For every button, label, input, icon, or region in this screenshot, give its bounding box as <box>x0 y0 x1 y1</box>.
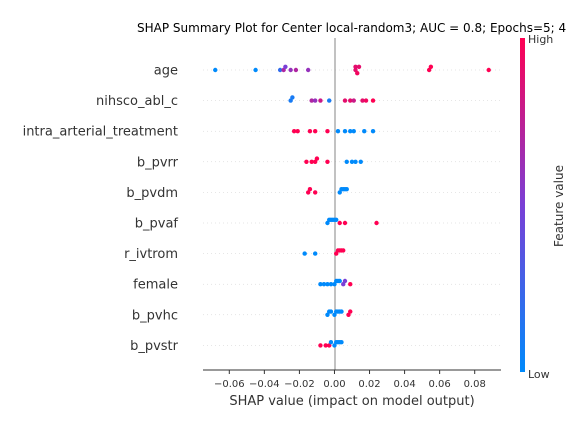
shap-point <box>348 129 353 134</box>
feature-label: age <box>154 64 178 79</box>
shap-point <box>288 67 293 73</box>
shap-point <box>344 159 349 164</box>
shap-point <box>342 98 348 103</box>
shap-point <box>314 156 320 161</box>
shap-point <box>370 129 376 134</box>
shap-point <box>355 71 360 76</box>
shap-point <box>312 251 318 256</box>
shap-point <box>318 98 323 103</box>
feature-label: b_pvhc <box>132 308 178 323</box>
shap-point <box>312 98 318 103</box>
shap-point <box>342 129 348 134</box>
shap-point <box>312 129 318 134</box>
feature-label: b_pvstr <box>130 339 179 354</box>
shap-point <box>353 64 358 70</box>
shap-points <box>213 64 491 348</box>
shap-point <box>323 343 328 348</box>
shap-point <box>302 251 307 256</box>
shap-point <box>321 282 327 287</box>
feature-rows: age nihsco_abl_c intra_arterial_treatmentb… <box>23 64 501 354</box>
shap-point <box>295 129 300 134</box>
x-tick-label: 0.06 <box>429 379 451 390</box>
shap-point <box>328 282 334 287</box>
shap-point <box>342 278 348 284</box>
shap-point <box>486 67 491 73</box>
shap-point <box>360 98 365 103</box>
feature-label: female <box>133 278 178 293</box>
shap-point <box>293 67 299 73</box>
shap-point <box>334 217 339 222</box>
shap-point <box>307 129 313 134</box>
shap-point <box>309 159 314 164</box>
feature-label: b_pvaf <box>135 217 179 232</box>
x-tick-label: 0.04 <box>393 379 415 390</box>
colorbar-low-label: Low <box>528 368 550 381</box>
x-tick-label: −0.04 <box>249 379 280 390</box>
shap-point <box>337 220 342 226</box>
shap-point <box>335 129 341 134</box>
shap-point <box>312 190 318 195</box>
shap-point <box>341 248 346 253</box>
shap-point <box>318 343 323 348</box>
shap-point <box>374 220 379 226</box>
x-tick-label: 0.08 <box>464 379 486 390</box>
shap-point <box>339 309 344 314</box>
colorbar-label: Feature value <box>552 165 566 247</box>
feature-label: b_pvdm <box>126 186 178 201</box>
chart-title: SHAP Summary Plot for Center local-rando… <box>137 21 566 35</box>
shap-point <box>349 159 355 164</box>
x-tick-label: −0.02 <box>284 379 315 390</box>
shap-point <box>337 278 342 284</box>
shap-point <box>362 129 367 134</box>
shap-point <box>358 159 363 164</box>
shap-point <box>370 98 376 103</box>
x-tick-label: 0.02 <box>358 379 380 390</box>
shap-point <box>344 187 349 192</box>
shap-point <box>351 98 356 103</box>
shap-point <box>342 220 348 226</box>
x-axis-label: SHAP value (impact on model output) <box>229 394 474 409</box>
shap-point <box>213 67 218 73</box>
shap-point <box>277 67 283 73</box>
shap-point <box>305 67 311 73</box>
shap-point <box>428 64 434 70</box>
shap-point <box>328 340 334 345</box>
shap-point <box>283 64 288 70</box>
shap-point <box>253 67 258 73</box>
shap-point <box>309 98 314 103</box>
feature-label: nihsco_abl_c <box>96 94 178 109</box>
x-tick-label: 0.00 <box>323 379 345 390</box>
shap-point <box>363 98 369 103</box>
shap-point <box>325 129 330 134</box>
shap-point <box>356 64 362 70</box>
shap-point <box>334 251 339 256</box>
shap-point <box>328 309 334 314</box>
x-tick-label: −0.06 <box>214 379 245 390</box>
shap-point <box>348 309 353 314</box>
shap-point <box>318 282 323 287</box>
shap-point <box>325 282 330 287</box>
shap-point <box>290 95 295 100</box>
feature-label: intra_arterial_treatment <box>23 125 178 140</box>
shap-point <box>346 312 351 317</box>
shap-point <box>351 129 356 134</box>
colorbar <box>520 38 525 372</box>
shap-point <box>348 282 353 287</box>
colorbar-high-label: High <box>528 33 553 46</box>
shap-point <box>339 340 344 345</box>
shap-point <box>327 98 332 103</box>
feature-label: b_pvrr <box>137 155 179 170</box>
shap-point <box>307 187 313 192</box>
shap-point <box>348 98 353 103</box>
feature-label: r_ivtrom <box>124 247 178 262</box>
shap-point <box>291 129 297 134</box>
shap-point <box>304 159 309 164</box>
shap-point <box>353 159 358 164</box>
shap-point <box>325 159 330 164</box>
x-axis-ticks: −0.06 −0.04 −0.02 0.00 0.02 0.04 0.06 0.08 <box>214 370 486 390</box>
